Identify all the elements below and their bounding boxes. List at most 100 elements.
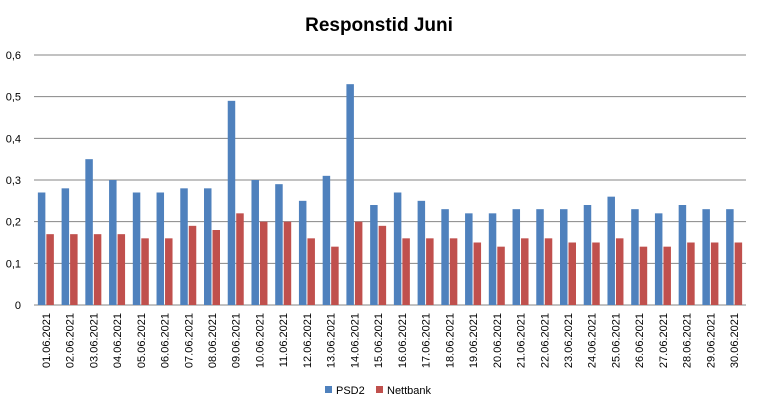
y-tick-label: 0,3: [6, 175, 21, 187]
bar-nettbank-12.06.2021: [307, 238, 315, 305]
x-tick-label: 13.06.2021: [326, 313, 338, 368]
bar-psd2-21.06.2021: [512, 209, 521, 305]
x-tick-label: 03.06.2021: [88, 313, 100, 368]
bar-psd2-09.06.2021: [227, 100, 236, 305]
legend-swatch-nettbank: [376, 386, 383, 393]
bar-psd2-25.06.2021: [607, 196, 615, 305]
legend-label-psd2: PSD2: [336, 385, 365, 397]
bar-psd2-18.06.2021: [441, 209, 449, 305]
bar-psd2-13.06.2021: [322, 175, 331, 305]
x-tick-label: 14.06.2021: [349, 313, 361, 368]
bar-nettbank-04.06.2021: [117, 234, 126, 305]
x-tick-label: 22.06.2021: [539, 313, 551, 368]
legend-swatch-psd2: [325, 386, 332, 393]
y-tick-label: 0: [15, 300, 21, 312]
x-tick-label: 28.06.2021: [682, 313, 694, 368]
bar-nettbank-10.06.2021: [259, 221, 268, 305]
gridlines: [34, 54, 746, 306]
bar-nettbank-20.06.2021: [497, 246, 505, 305]
x-tick-label: 23.06.2021: [563, 313, 575, 368]
x-tick-label: 07.06.2021: [183, 313, 195, 368]
y-tick-label: 0,5: [6, 92, 21, 104]
bar-nettbank-16.06.2021: [402, 238, 410, 305]
x-tick-label: 21.06.2021: [516, 313, 528, 368]
y-axis-ticks: 0 0,1 0,2 0,3 0,4 0,5 0,6: [6, 50, 21, 312]
bar-nettbank-26.06.2021: [639, 246, 648, 305]
bar-nettbank-19.06.2021: [473, 242, 482, 305]
bar-nettbank-30.06.2021: [734, 242, 743, 305]
y-tick-label: 0,6: [6, 50, 21, 62]
bar-nettbank-28.06.2021: [687, 242, 695, 305]
x-tick-label: 04.06.2021: [112, 313, 124, 368]
x-tick-label: 16.06.2021: [397, 313, 409, 368]
bar-psd2-05.06.2021: [132, 192, 141, 305]
x-tick-label: 09.06.2021: [231, 313, 243, 368]
bar-psd2-29.06.2021: [702, 209, 710, 305]
x-tick-label: 26.06.2021: [634, 313, 646, 368]
bar-psd2-03.06.2021: [85, 159, 93, 305]
x-tick-label: 29.06.2021: [705, 313, 717, 368]
bar-nettbank-27.06.2021: [663, 246, 671, 305]
bar-psd2-17.06.2021: [417, 200, 426, 305]
bar-nettbank-13.06.2021: [331, 246, 339, 305]
x-tick-label: 08.06.2021: [207, 313, 219, 368]
x-tick-label: 06.06.2021: [160, 313, 172, 368]
x-tick-label: 15.06.2021: [373, 313, 385, 368]
bar-nettbank-09.06.2021: [236, 213, 244, 305]
bar-psd2-04.06.2021: [109, 180, 117, 305]
x-tick-label: 18.06.2021: [444, 313, 456, 368]
bar-nettbank-18.06.2021: [449, 238, 458, 305]
bar-nettbank-06.06.2021: [165, 238, 173, 305]
legend-label-nettbank: Nettbank: [387, 385, 432, 397]
bar-psd2-02.06.2021: [61, 188, 70, 305]
bar-psd2-22.06.2021: [536, 209, 544, 305]
bar-psd2-23.06.2021: [560, 209, 568, 305]
x-tick-label: 01.06.2021: [41, 313, 53, 368]
x-tick-label: 19.06.2021: [468, 313, 480, 368]
bar-nettbank-11.06.2021: [283, 221, 292, 305]
bar-nettbank-25.06.2021: [615, 238, 624, 305]
chart-title: Responstid Juni: [305, 15, 453, 36]
bar-psd2-28.06.2021: [678, 205, 687, 305]
bar-nettbank-01.06.2021: [46, 234, 54, 305]
bar-psd2-26.06.2021: [631, 209, 639, 305]
bar-psd2-10.06.2021: [251, 180, 259, 305]
x-tick-label: 25.06.2021: [610, 313, 622, 368]
bar-psd2-30.06.2021: [726, 209, 734, 305]
bar-nettbank-14.06.2021: [354, 221, 363, 305]
bar-psd2-19.06.2021: [465, 213, 473, 305]
bar-psd2-08.06.2021: [204, 188, 212, 305]
x-tick-label: 20.06.2021: [492, 313, 504, 368]
bar-psd2-07.06.2021: [180, 188, 188, 305]
bar-nettbank-03.06.2021: [93, 234, 102, 305]
bar-psd2-12.06.2021: [298, 200, 307, 305]
bar-nettbank-24.06.2021: [592, 242, 600, 305]
x-tick-label: 30.06.2021: [729, 313, 741, 368]
bar-psd2-27.06.2021: [654, 213, 663, 305]
bar-nettbank-08.06.2021: [212, 230, 220, 305]
bar-psd2-15.06.2021: [370, 205, 378, 305]
x-tick-label: 24.06.2021: [587, 313, 599, 368]
bar-psd2-20.06.2021: [488, 213, 497, 305]
x-tick-label: 11.06.2021: [278, 313, 290, 367]
bar-psd2-06.06.2021: [156, 192, 165, 305]
bar-nettbank-05.06.2021: [141, 238, 149, 305]
y-tick-label: 0,4: [6, 133, 21, 145]
x-axis-ticks: 01.06.2021 02.06.2021 03.06.2021 04.06.2021…: [41, 313, 741, 368]
y-tick-label: 0,1: [6, 258, 21, 270]
bar-nettbank-17.06.2021: [426, 238, 434, 305]
x-tick-label: 05.06.2021: [136, 313, 148, 368]
bar-psd2-14.06.2021: [346, 84, 354, 306]
x-tick-label: 17.06.2021: [421, 313, 433, 368]
bar-psd2-01.06.2021: [37, 192, 46, 305]
bar-nettbank-29.06.2021: [710, 242, 719, 305]
bar-nettbank-22.06.2021: [544, 238, 553, 305]
bars: [37, 84, 743, 306]
bar-nettbank-07.06.2021: [188, 225, 197, 305]
bar-psd2-11.06.2021: [275, 184, 283, 305]
x-tick-label: 10.06.2021: [254, 313, 266, 368]
bar-nettbank-21.06.2021: [521, 238, 529, 305]
bar-nettbank-15.06.2021: [378, 225, 387, 305]
